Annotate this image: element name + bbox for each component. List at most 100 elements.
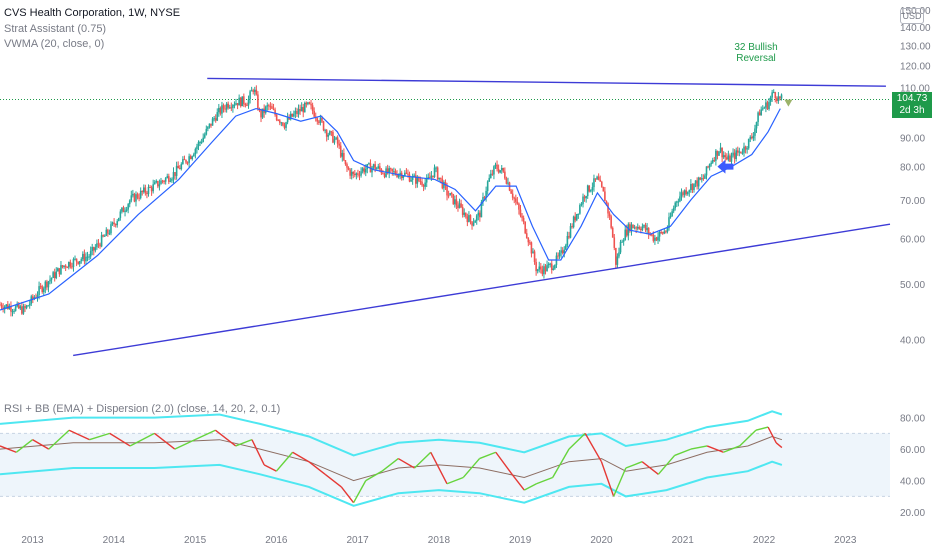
candle-body (710, 162, 712, 165)
candle-body (58, 268, 61, 275)
candle-body (124, 210, 126, 213)
candle-body (133, 193, 136, 202)
candle-body (7, 304, 9, 309)
rsi-segment (625, 461, 643, 469)
candle-body (536, 269, 539, 272)
candle-body (732, 152, 734, 156)
rsi-legend[interactable]: RSI + BB (EMA) + Dispersion (2.0) (close… (4, 403, 281, 415)
candle-body (347, 167, 350, 170)
candle-body (446, 185, 448, 196)
rsi-segment (479, 451, 497, 460)
time-tick-label: 2013 (21, 535, 44, 546)
candle-body (241, 96, 244, 107)
rsi-segment (613, 467, 627, 497)
candle-body (260, 110, 262, 118)
candle-body (488, 177, 491, 182)
candle-body (543, 266, 545, 275)
candle-body (480, 202, 483, 218)
vwma-legend[interactable]: VWMA (20, close, 0) (4, 38, 105, 50)
candle-body (464, 212, 467, 217)
candle-body (230, 107, 233, 109)
candle-body (749, 136, 752, 139)
candle-body (397, 174, 400, 177)
candle-body (449, 193, 451, 196)
candle-body (499, 170, 501, 173)
candle-body (321, 117, 323, 122)
candle-body (596, 176, 598, 180)
candle-body (182, 159, 184, 165)
candle-body (49, 279, 51, 282)
candle-body (57, 268, 59, 272)
candle-body (544, 266, 547, 272)
candle-body (661, 232, 664, 234)
candle-body (150, 187, 153, 192)
candle-body (92, 247, 95, 251)
candle-body (41, 286, 44, 292)
candle-body (116, 221, 119, 226)
candle-body (410, 180, 412, 182)
candle-body (632, 224, 634, 229)
candle-body (774, 92, 777, 99)
candle-body (594, 178, 597, 180)
candle-body (652, 234, 655, 241)
candle-body (119, 211, 122, 218)
candle-body (754, 128, 756, 136)
candle-body (510, 190, 512, 194)
trendlines[interactable] (73, 77, 891, 357)
candle-body (149, 186, 151, 188)
rsi-segment (292, 451, 310, 463)
candle-body (541, 269, 544, 275)
candle-body (357, 173, 359, 175)
candle-body (433, 167, 436, 177)
candle-body (694, 180, 697, 184)
candle-body (67, 261, 70, 268)
rsi-lower-band (0, 460, 783, 507)
candle-body (33, 297, 36, 299)
candle-body (765, 102, 767, 108)
candle-body (66, 267, 69, 269)
candle-body (669, 216, 672, 218)
candle-body (575, 213, 578, 221)
candle-body (705, 166, 708, 176)
candle-body (100, 235, 103, 247)
candle-body (621, 241, 623, 243)
candle-body (249, 91, 251, 100)
strat-assistant-legend[interactable]: Strat Assistant (0.75) (4, 23, 107, 35)
candle-body (186, 162, 189, 164)
candle-body (552, 268, 555, 271)
candle-body (585, 196, 587, 199)
candle-body (302, 107, 305, 113)
candle-body (396, 174, 398, 177)
currency-label[interactable]: USD (900, 8, 924, 24)
candle-body (329, 131, 331, 135)
candle-body (674, 202, 677, 209)
candle-body (494, 164, 497, 167)
candle-body (461, 207, 464, 215)
symbol-title[interactable]: CVS Health Corporation, 1W, NYSE (4, 7, 181, 19)
candle-body (83, 253, 86, 262)
candle-body (132, 193, 134, 196)
candle-body (360, 171, 362, 176)
price-tick-label: 70.00 (900, 196, 925, 207)
candle-body (178, 168, 181, 170)
candle-body (741, 152, 744, 154)
candle-body (21, 306, 23, 314)
candle-body (203, 134, 206, 138)
rsi-segment (523, 483, 537, 491)
rsi-segment (552, 448, 570, 478)
candle-body (550, 263, 553, 271)
rsi-basis-line (0, 435, 783, 482)
candle-body (615, 247, 617, 265)
candle-body (296, 111, 298, 115)
candle-body (469, 215, 472, 222)
candle-body (650, 234, 653, 236)
candle-body (625, 229, 628, 236)
candle-body (768, 101, 770, 109)
candle-body (99, 244, 101, 247)
candle-body (147, 186, 150, 195)
candle-body (152, 184, 154, 192)
candle-body (760, 109, 763, 116)
candle-body (738, 151, 741, 153)
candle-body (574, 216, 577, 221)
